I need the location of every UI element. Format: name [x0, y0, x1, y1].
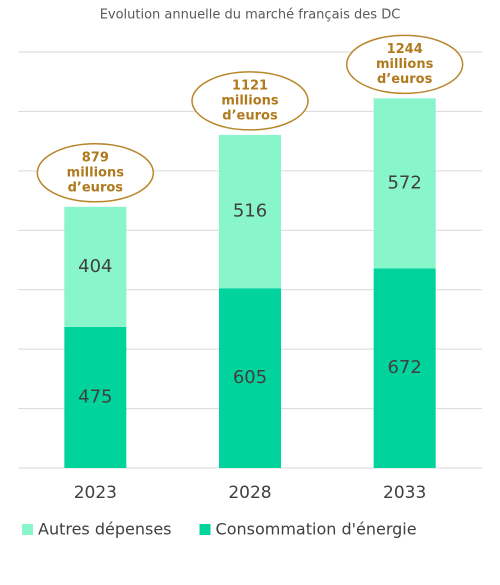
- legend-swatch: [199, 524, 211, 535]
- total-label: d’euros: [222, 108, 278, 123]
- legend-swatch: [22, 524, 33, 535]
- legend-label: Consommation d'énergie: [216, 520, 417, 539]
- total-label: millions: [67, 165, 125, 180]
- bar-segment: [373, 98, 436, 269]
- legend-label: Autres dépenses: [38, 520, 172, 539]
- total-label: 1121: [232, 78, 268, 93]
- bar-segment: [373, 268, 436, 468]
- bar-segment: [64, 206, 127, 327]
- chart-title: Evolution annuelle du marché français de…: [100, 8, 401, 23]
- total-label: millions: [221, 93, 279, 108]
- total-label: 879: [82, 150, 109, 165]
- value-label: 572: [387, 172, 421, 193]
- total-callout: [191, 71, 309, 131]
- value-label: 672: [387, 357, 421, 378]
- x-tick-label: 2023: [74, 483, 117, 503]
- value-label: 475: [78, 386, 112, 407]
- value-label: 404: [78, 256, 112, 277]
- x-tick-label: 2028: [228, 483, 271, 503]
- value-label: 516: [233, 201, 267, 222]
- x-tick-label: 2033: [383, 483, 426, 503]
- total-label: 1244: [387, 42, 423, 57]
- bar-segment: [64, 326, 127, 468]
- total-label: d’euros: [377, 72, 433, 87]
- total-callout: [36, 143, 155, 203]
- total-label: millions: [376, 57, 434, 72]
- value-label: 605: [233, 367, 267, 388]
- bar-segment: [219, 134, 281, 289]
- total-callout: [345, 34, 464, 95]
- total-label: d’euros: [68, 180, 124, 195]
- bar-segment: [219, 288, 281, 468]
